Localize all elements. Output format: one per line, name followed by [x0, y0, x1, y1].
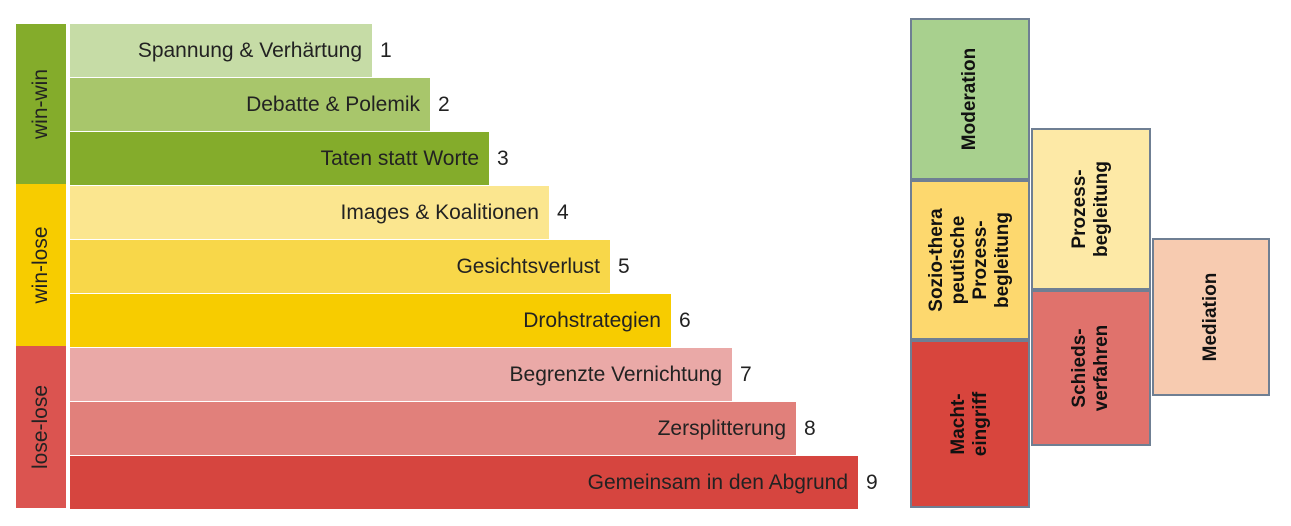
stage-5-bar: Gesichtsverlust 5 [70, 240, 630, 293]
stage-number: 3 [497, 146, 509, 170]
stage-number: 1 [380, 38, 392, 62]
intervention-machteingriff: Macht- eingriff [910, 340, 1030, 508]
stage-4-bar: Images & Koalitionen 4 [70, 186, 569, 239]
stage-number: 4 [557, 200, 569, 224]
phase-label: win-lose [29, 226, 52, 304]
intervention-prozessbegleitung: Prozess- begleitung [1031, 128, 1151, 290]
stage-9-bar: Gemeinsam in den Abgrund 9 [70, 456, 878, 509]
stage-number: 6 [679, 308, 691, 332]
stage-label: Gemeinsam in den Abgrund [587, 470, 848, 494]
stage-label: Drohstrategien [523, 308, 661, 332]
stage-number: 5 [618, 254, 630, 278]
phase-label: lose-lose [29, 384, 52, 470]
phase-win-win: win-win [16, 24, 66, 184]
phase-lose-lose: lose-lose [16, 346, 66, 508]
stage-label: Begrenzte Vernichtung [509, 362, 722, 386]
stage-8-bar: Zersplitterung 8 [70, 402, 816, 455]
intervention-moderation: Moderation [910, 18, 1030, 180]
stage-number: 7 [740, 362, 752, 386]
stage-label: Taten statt Worte [320, 146, 479, 170]
intervention-label: Sozio-thera peutische Prozess- begleitun… [926, 208, 1013, 312]
stage-number: 8 [804, 416, 816, 440]
intervention-sozio-therapeutische-prozessbegleitung: Sozio-thera peutische Prozess- begleitun… [910, 180, 1030, 340]
stage-2-bar: Debatte & Polemik 2 [70, 78, 450, 131]
stage-label: Debatte & Polemik [246, 92, 420, 116]
intervention-label: Macht- eingriff [948, 391, 991, 457]
phase-win-lose: win-lose [16, 184, 66, 346]
stage-1-bar: Spannung & Verhärtung 1 [70, 24, 392, 77]
stage-label: Gesichtsverlust [456, 254, 600, 278]
intervention-label: Mediation [1200, 272, 1221, 362]
stage-label: Images & Koalitionen [340, 200, 539, 224]
intervention-label: Schieds- verfahren [1069, 324, 1112, 412]
intervention-label: Moderation [959, 47, 980, 151]
intervention-schiedsverfahren: Schieds- verfahren [1031, 290, 1151, 446]
intervention-mediation: Mediation [1152, 238, 1270, 396]
stage-7-bar: Begrenzte Vernichtung 7 [70, 348, 752, 401]
intervention-label: Prozess- begleitung [1069, 160, 1112, 258]
phase-label: win-win [29, 68, 52, 140]
stage-number: 9 [866, 470, 878, 494]
stage-label: Zersplitterung [657, 416, 786, 440]
stage-number: 2 [438, 92, 450, 116]
stage-label: Spannung & Verhärtung [137, 38, 362, 62]
stage-6-bar: Drohstrategien 6 [70, 294, 691, 347]
stage-3-bar: Taten statt Worte 3 [70, 132, 509, 185]
